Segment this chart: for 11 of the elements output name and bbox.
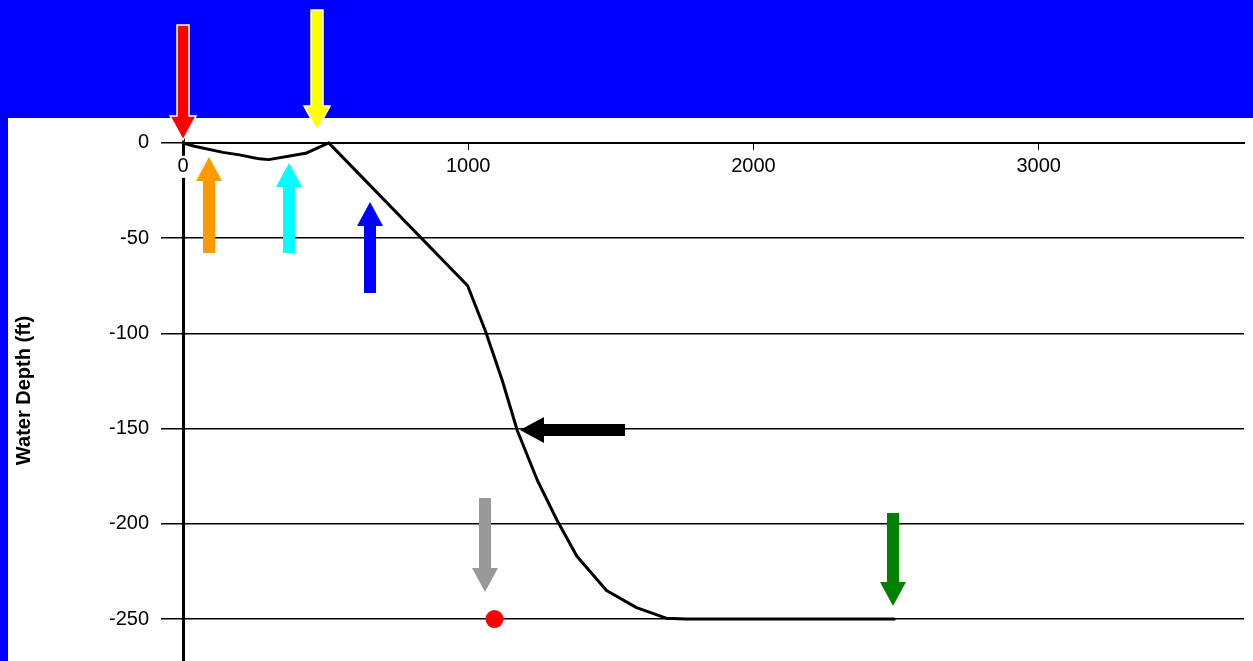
y-tick-label: -200: [108, 511, 149, 534]
x-tick-label: 2000: [731, 154, 776, 177]
y-tick-label: -50: [120, 225, 149, 248]
y-tick-label: -150: [108, 416, 149, 439]
x-tick-label: 3000: [1016, 154, 1061, 177]
x-tick-label: 0: [177, 154, 189, 177]
y-tick-label: -250: [108, 606, 149, 629]
y-axis-title: Water Depth (ft): [11, 315, 34, 466]
y-tick-label: -100: [108, 320, 149, 343]
x-tick-label: 1000: [445, 154, 491, 177]
y-tick-label: 0: [137, 130, 149, 153]
